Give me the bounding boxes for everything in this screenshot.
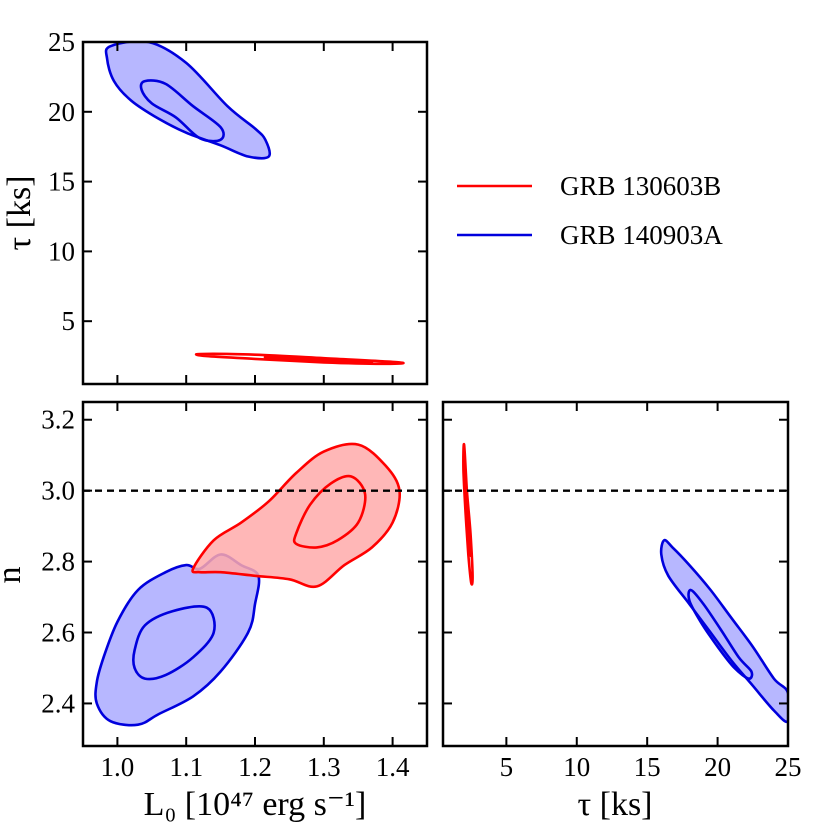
x-tick-label: 1.1 xyxy=(169,752,203,782)
panel-n-vs-tau: 5 10 15 20 25 τ [ks] xyxy=(441,400,802,823)
y-tick-label: 3.0 xyxy=(41,476,75,506)
panel-n-vs-l0: 1.0 1.1 1.2 1.3 1.4 2.4 2.6 2.8 3.0 3.2 n L₀ [10⁴… xyxy=(0,400,429,823)
contour-outer-grb140903a xyxy=(104,42,272,160)
panel-frame xyxy=(441,400,790,748)
contour-inner-grb130603b xyxy=(464,482,472,557)
contour-outer-grb140903a xyxy=(94,553,261,727)
y-tick-label: 2.4 xyxy=(41,688,75,718)
legend-label-grb130603b: GRB 130603B xyxy=(560,171,721,201)
x-tick-label: 1.3 xyxy=(307,752,341,782)
x-tick-label: 1.2 xyxy=(238,752,272,782)
y-tick-label: 15 xyxy=(48,167,75,197)
xlabel-tau: τ [ks] xyxy=(577,786,652,823)
x-tick-label: 1.4 xyxy=(376,752,410,782)
legend: GRB 130603B GRB 140903A xyxy=(457,171,723,250)
x-tick-label: 25 xyxy=(775,752,802,782)
contour-inner-grb140903a xyxy=(687,588,754,680)
contour-inner-grb140903a xyxy=(139,79,225,143)
legend-label-grb140903a: GRB 140903A xyxy=(560,220,723,250)
x-tick-label: 20 xyxy=(704,752,731,782)
y-tick-label: 10 xyxy=(48,236,75,266)
ylabel-tau: τ [ks] xyxy=(1,175,38,250)
x-tick-label: 15 xyxy=(634,752,661,782)
contour-inner-grb140903a xyxy=(132,605,216,681)
y-tick-label: 2.6 xyxy=(41,618,75,648)
y-tick-label: 2.8 xyxy=(41,547,75,577)
x-tick-label: 10 xyxy=(563,752,590,782)
contour-inner-grb130603b xyxy=(263,355,374,364)
contour-outer-grb130603b xyxy=(191,442,402,589)
xlabel-l0: L₀ [10⁴⁷ erg s⁻¹] xyxy=(144,786,367,823)
contour-inner-grb130603b xyxy=(292,474,367,549)
panel-tau-vs-l0: 5 10 15 20 25 τ [ks] xyxy=(1,27,429,386)
y-tick-label: 3.2 xyxy=(41,405,75,435)
contour-outer-grb140903a xyxy=(659,538,788,724)
x-tick-label: 5 xyxy=(500,752,514,782)
contour-outer-grb130603b xyxy=(194,352,405,366)
ylabel-n: n xyxy=(0,567,28,584)
y-tick-label: 5 xyxy=(62,306,76,336)
x-tick-label: 1.0 xyxy=(101,752,135,782)
y-tick-label: 20 xyxy=(48,97,75,127)
y-tick-label: 25 xyxy=(48,27,75,57)
